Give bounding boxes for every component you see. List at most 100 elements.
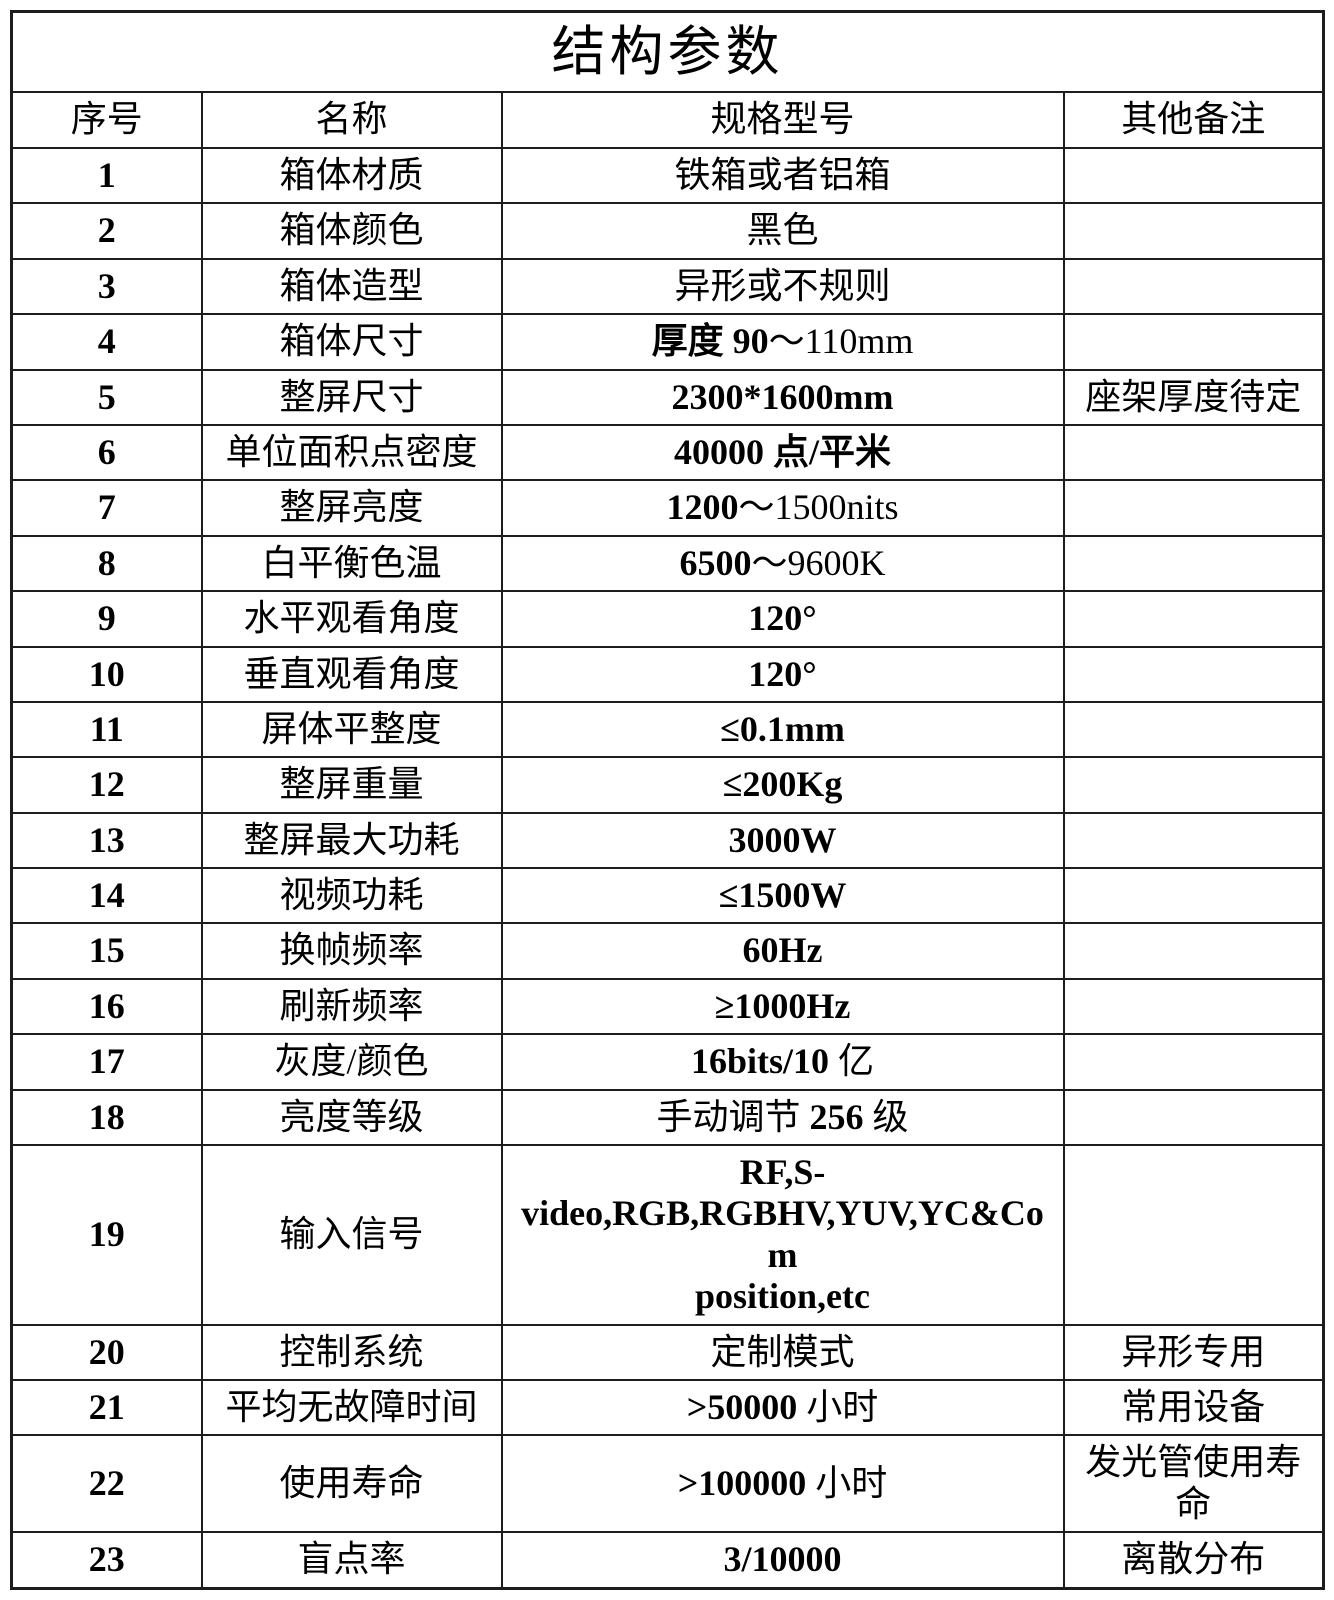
name-cell: 箱体颜色 bbox=[200, 202, 503, 260]
cell-text: 离散分布 bbox=[1121, 1539, 1266, 1580]
cell-text: 箱体造型 bbox=[279, 265, 424, 306]
table-row: 13 整屏最大功耗 3000W bbox=[10, 811, 1325, 870]
cell-text: 2300*1600mm bbox=[671, 376, 894, 417]
table-row: 1 箱体材质 铁箱或者铝箱 bbox=[10, 146, 1325, 205]
row-no-cell: 16 bbox=[10, 977, 203, 1036]
remark-cell bbox=[1062, 202, 1325, 260]
cell-text: 20 bbox=[88, 1331, 125, 1372]
table-row: 18 亮度等级 手动调节 256 级 bbox=[10, 1088, 1325, 1147]
cell-text: 垂直观看角度 bbox=[243, 653, 460, 694]
cell-text: 8 bbox=[97, 542, 116, 583]
row-no-cell: 6 bbox=[10, 423, 203, 482]
spec-cell: RF,S-video,RGB,RGBHV,YUV,YC&Com position,… bbox=[500, 1144, 1065, 1326]
cell-text: 使用寿命 bbox=[279, 1463, 424, 1504]
row-no-cell: 11 bbox=[10, 700, 203, 759]
spec-cell: 6500～9600K bbox=[500, 534, 1065, 593]
cell-text: 3/10000 bbox=[723, 1539, 842, 1580]
cell-text: position,etc bbox=[695, 1276, 870, 1317]
spec-cell: 1200～1500nits bbox=[500, 479, 1065, 537]
table-row: 15 换帧频率 60Hz bbox=[10, 922, 1325, 980]
name-cell: 白平衡色温 bbox=[200, 534, 503, 593]
cell-text: 22 bbox=[88, 1463, 125, 1504]
cell-text: 换帧频率 bbox=[279, 930, 424, 971]
table-row: 22 使用寿命 >100000 小时 发光管使用寿命 bbox=[10, 1434, 1325, 1534]
remark-cell: 异形专用 bbox=[1062, 1323, 1325, 1381]
col-header-name: 名称 bbox=[200, 91, 503, 149]
table-row: 2 箱体颜色 黑色 bbox=[10, 202, 1325, 260]
remark-cell bbox=[1062, 700, 1325, 759]
cell-text: ～110mm bbox=[768, 321, 914, 362]
spec-table: 结构参数 序号 名称 规格型号 其他备注 1 箱体材质 铁箱或者铝箱 2 箱体颜色 黑色 3… bbox=[10, 10, 1325, 1590]
cell-text: 小时 bbox=[806, 1386, 879, 1427]
name-cell: 换帧频率 bbox=[200, 922, 503, 980]
cell-text: 120° bbox=[748, 653, 817, 694]
cell-text: 屏体平整度 bbox=[261, 708, 442, 749]
name-cell: 输入信号 bbox=[200, 1144, 503, 1326]
cell-text: 3000W bbox=[728, 819, 837, 860]
cell-text: 5 bbox=[97, 376, 116, 417]
remark-cell bbox=[1062, 423, 1325, 482]
table-row: 23 盲点率 3/10000 离散分布 bbox=[10, 1531, 1325, 1590]
cell-text: 级 bbox=[863, 1096, 909, 1137]
cell-text: 13 bbox=[88, 819, 125, 860]
cell-text: 整屏重量 bbox=[279, 764, 424, 805]
col-header-remark: 其他备注 bbox=[1062, 91, 1325, 149]
cell-text: ～1500nits bbox=[738, 487, 899, 528]
name-cell: 盲点率 bbox=[200, 1531, 503, 1590]
name-cell: 使用寿命 bbox=[200, 1434, 503, 1534]
cell-text: 异形专用 bbox=[1121, 1331, 1266, 1372]
cell-text: 单位面积点密度 bbox=[225, 431, 478, 472]
row-no-cell: 19 bbox=[10, 1144, 203, 1326]
row-no-cell: 15 bbox=[10, 922, 203, 980]
name-cell: 控制系统 bbox=[200, 1323, 503, 1381]
remark-cell bbox=[1062, 1144, 1325, 1326]
row-no-cell: 9 bbox=[10, 590, 203, 648]
remark-cell bbox=[1062, 590, 1325, 648]
table-row: 20 控制系统 定制模式 异形专用 bbox=[10, 1323, 1325, 1381]
row-no-cell: 5 bbox=[10, 368, 203, 426]
cell-text: 23 bbox=[88, 1539, 125, 1580]
name-cell: 整屏尺寸 bbox=[200, 368, 503, 426]
cell-text: 白平衡色温 bbox=[261, 542, 442, 583]
remark-cell bbox=[1062, 534, 1325, 593]
cell-text: 厚度 90 bbox=[651, 321, 769, 362]
row-no-cell: 3 bbox=[10, 257, 203, 316]
row-no-cell: 18 bbox=[10, 1088, 203, 1147]
row-no-cell: 12 bbox=[10, 756, 203, 814]
cell-text: 常用设备 bbox=[1121, 1386, 1266, 1427]
cell-text: 7 bbox=[97, 487, 116, 528]
remark-cell bbox=[1062, 977, 1325, 1036]
remark-cell bbox=[1062, 146, 1325, 205]
row-no-cell: 23 bbox=[10, 1531, 203, 1590]
table-row: 5 整屏尺寸 2300*1600mm 座架厚度待定 bbox=[10, 368, 1325, 426]
spec-cell: >50000 小时 bbox=[500, 1378, 1065, 1437]
cell-text: 异形或不规则 bbox=[674, 265, 891, 306]
cell-text: ≥1000Hz bbox=[714, 985, 851, 1026]
spec-cell: 3/10000 bbox=[500, 1531, 1065, 1590]
spec-cell: 3000W bbox=[500, 811, 1065, 870]
table-row: 11 屏体平整度 ≤0.1mm bbox=[10, 700, 1325, 759]
spec-cell: 2300*1600mm bbox=[500, 368, 1065, 426]
spec-cell: 40000 点/平米 bbox=[500, 423, 1065, 482]
row-no-cell: 1 bbox=[10, 146, 203, 205]
cell-text: 箱体材质 bbox=[279, 155, 424, 195]
row-no-cell: 21 bbox=[10, 1378, 203, 1437]
remark-cell: 发光管使用寿命 bbox=[1062, 1434, 1325, 1534]
row-no-cell: 17 bbox=[10, 1033, 203, 1091]
cell-text: 1 bbox=[97, 155, 116, 195]
remark-cell bbox=[1062, 756, 1325, 814]
table-title: 结构参数 bbox=[10, 10, 1325, 93]
row-no-cell: 8 bbox=[10, 534, 203, 593]
cell-text: 1200 bbox=[666, 487, 739, 528]
spec-cell: 120° bbox=[500, 590, 1065, 648]
row-no-cell: 4 bbox=[10, 313, 203, 371]
row-no-cell: 2 bbox=[10, 202, 203, 260]
cell-text: 平均无故障时间 bbox=[225, 1386, 478, 1427]
row-no-cell: 10 bbox=[10, 645, 203, 703]
cell-text: 亮度等级 bbox=[279, 1096, 424, 1137]
cell-text: 17 bbox=[88, 1041, 125, 1082]
cell-text: 4 bbox=[97, 321, 116, 362]
spec-cell: ≤200Kg bbox=[500, 756, 1065, 814]
cell-text: 输入信号 bbox=[279, 1214, 424, 1255]
remark-cell bbox=[1062, 1088, 1325, 1147]
